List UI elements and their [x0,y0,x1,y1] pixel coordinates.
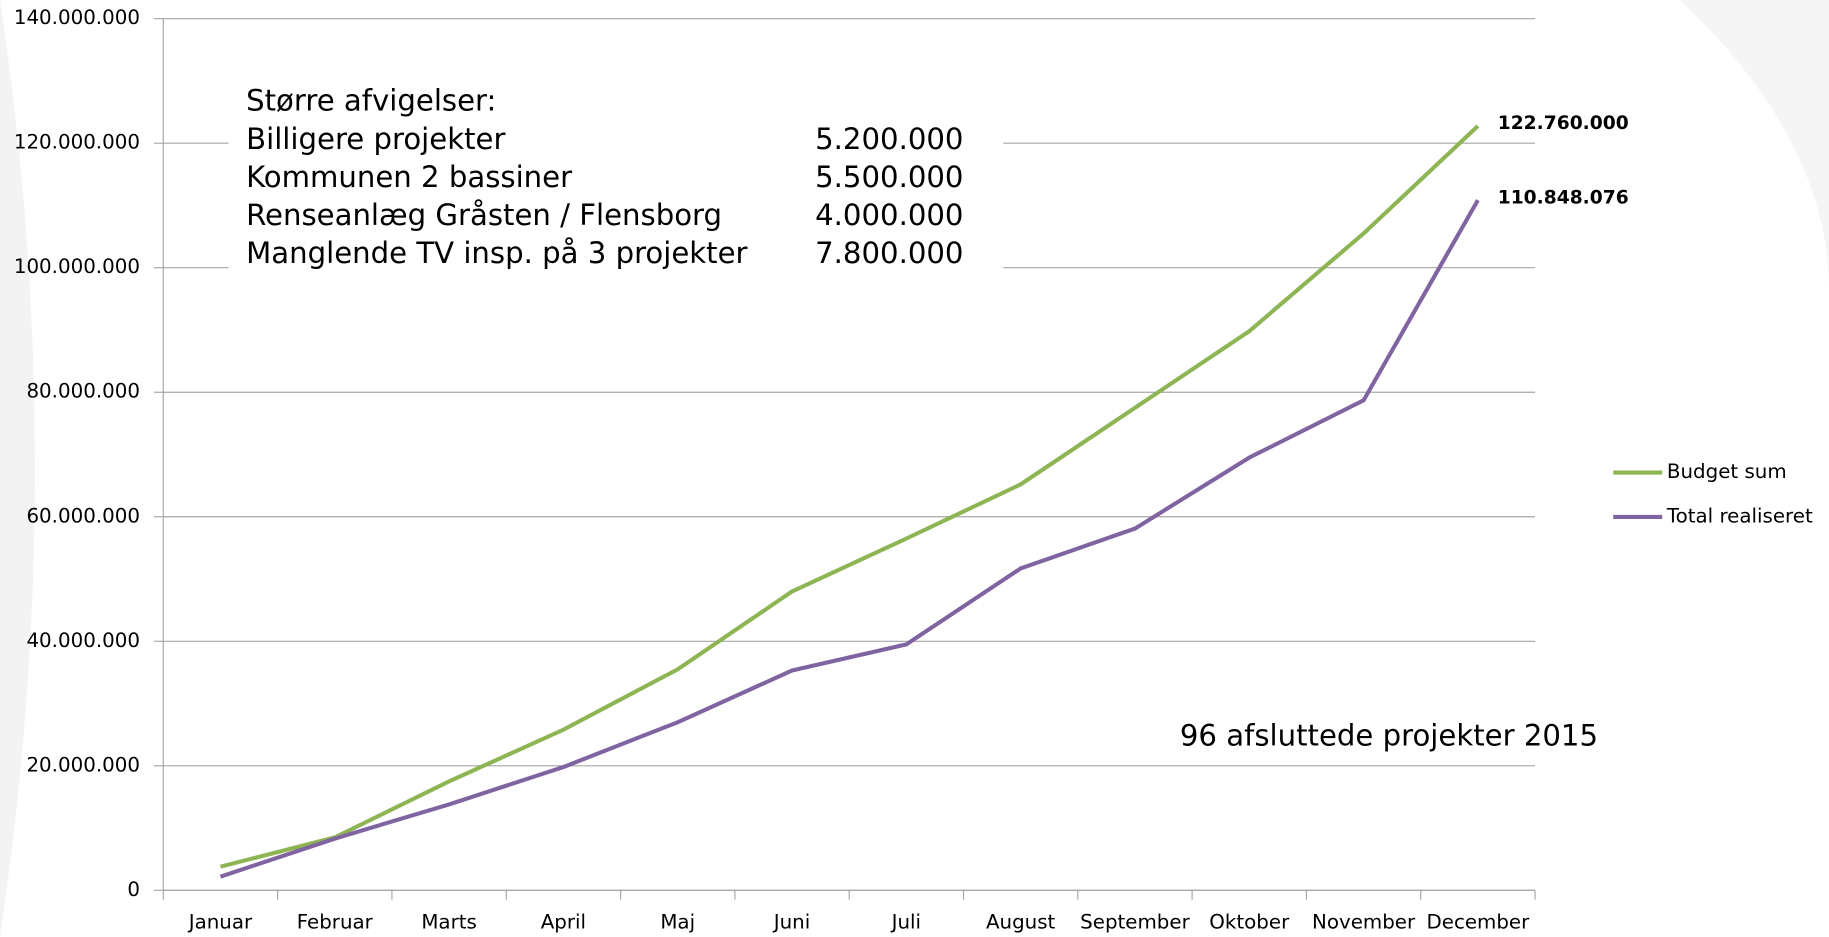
data-line [219,124,1480,869]
x-tick-label: Oktober [1209,910,1290,933]
annotation-amount: 5.200.000 [815,122,963,156]
annotation-label: Kommunen 2 bassiner [246,160,572,194]
annotation-label: Renseanlæg Gråsten / Flensborg [246,198,722,232]
annotation-box [228,72,1004,274]
value-label: 110.848.076 [1498,187,1629,208]
data-line [219,199,1480,879]
y-tick-label: 0 [127,878,140,901]
y-tick-label: 100.000.000 [14,255,140,278]
x-tick-label: April [541,910,586,933]
x-tick-label: December [1426,910,1530,933]
y-tick-label: 120.000.000 [14,131,140,154]
annotation-label: Billigere projekter [246,122,505,156]
x-tick-label: September [1080,910,1190,933]
annotation-note: 96 afsluttede projekter 2015 [1180,718,1598,752]
x-tick-label: Juni [772,910,810,933]
x-tick-label: Januar [187,910,253,933]
x-tick-label: Februar [297,910,374,933]
x-tick-label: Juli [890,910,921,933]
y-tick-label: 20.000.000 [26,753,140,776]
annotation-amount: 5.500.000 [815,160,963,194]
background-swoosh [1679,0,1829,292]
x-tick-label: November [1312,910,1416,933]
y-tick-label: 40.000.000 [26,629,140,652]
annotation-amount: 7.800.000 [815,236,963,270]
x-tick-label: August [986,910,1056,933]
legend-label: Budget sum [1667,460,1787,483]
annotation-title: Større afvigelser: [246,84,496,118]
x-tick-label: Maj [660,910,695,933]
annotation-label: Manglende TV insp. på 3 projekter [246,236,747,270]
y-tick-label: 80.000.000 [26,380,140,403]
y-tick-label: 60.000.000 [26,504,140,527]
annotation-amount: 4.000.000 [815,198,963,232]
background-swoosh [0,0,35,937]
x-tick-label: Marts [421,910,477,933]
y-tick-label: 140.000.000 [14,6,140,29]
value-label: 122.760.000 [1498,113,1629,134]
legend-label: Total realiseret [1666,504,1813,527]
